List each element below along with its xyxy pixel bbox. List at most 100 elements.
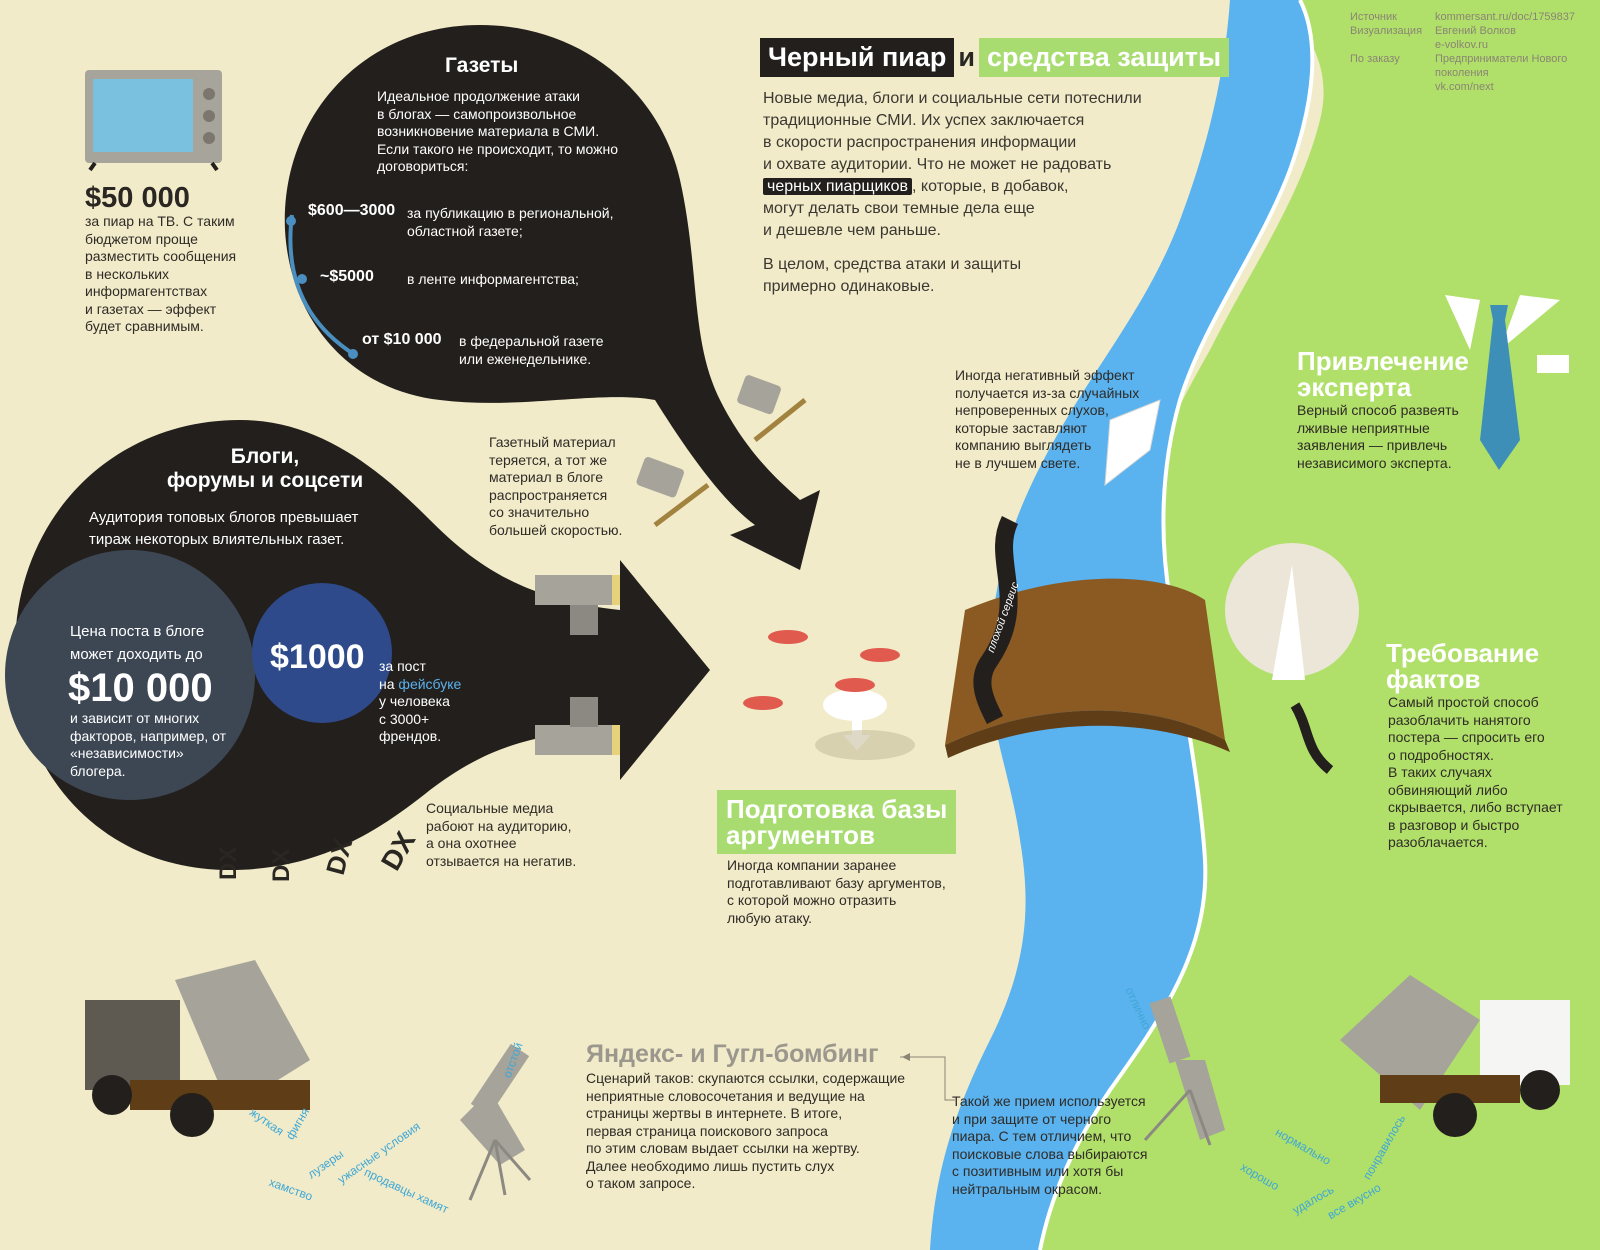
rumors-line: непроверенных слухов,	[955, 402, 1109, 418]
newspapers-title: Газеты	[445, 54, 519, 77]
fb-text-line: за пост	[379, 658, 426, 674]
outro-line: примерно одинаковые.	[763, 278, 935, 295]
bridge-illustration	[945, 515, 1230, 758]
credit-order-value3[interactable]: vk.com/next	[1435, 81, 1494, 93]
expert-line: заявления — привлечь	[1297, 437, 1448, 453]
defense-line: с позитивным или хотя бы	[952, 1163, 1124, 1179]
side-note-line: распространяется	[489, 486, 608, 503]
credit-source-value[interactable]: kommersant.ru/doc/1759837	[1435, 11, 1576, 23]
intro-line-highlight: черных пиарщиков, которые, в добавок,	[763, 176, 1142, 198]
side-note-line: большей скоростью.	[489, 521, 623, 538]
newspapers-price-3: от $10 000	[362, 331, 442, 348]
arguments-title-line: аргументов	[726, 820, 875, 850]
facts-title-line: фактов	[1386, 664, 1481, 694]
credit-order-value2: поколения	[1435, 67, 1489, 79]
newspapers-side-note: Газетный материал теряется, а тот же мат…	[489, 434, 622, 539]
face-icon: DX	[215, 846, 242, 880]
blogs-title-line: форумы и соцсети	[166, 469, 364, 492]
tv-icon	[85, 70, 222, 172]
expert-title: Привлечение эксперта	[1297, 348, 1469, 400]
defense-line: и при защите от черного	[952, 1110, 1112, 1127]
post-price: $10 000	[68, 666, 213, 710]
newspapers-desc-line: в ленте информагентства;	[407, 271, 579, 287]
social-note-line: отзывается на негатив.	[426, 852, 577, 869]
blogs-title-line: Блоги,	[230, 445, 300, 468]
credit-order-label: По заказу	[1350, 53, 1400, 65]
fb-text-line: френдов.	[379, 728, 442, 744]
bombing-line: неприятные словосочетания и ведущие на	[586, 1087, 865, 1104]
credits-labels: Источник Визуализация По заказу	[1350, 10, 1422, 66]
boat-icon	[1104, 399, 1161, 487]
bombing-line: по этим словам выдает ссылки на жертву.	[586, 1140, 860, 1156]
facts-text: Самый простой способ разоблачить нанятог…	[1388, 694, 1563, 852]
newspapers-text-line: в блогах — самопроизвольное	[377, 105, 577, 122]
bombing-line: первая страница поискового запроса	[586, 1122, 828, 1139]
newspapers-text-line: договориться:	[377, 158, 469, 174]
arguments-line: подготавливают базу аргументов,	[727, 874, 946, 891]
facts-line: Самый простой способ	[1388, 694, 1539, 710]
rumors-line: которые заставляют	[955, 419, 1088, 436]
side-note-line: теряется, а тот же	[489, 451, 608, 468]
tv-price: $50 000	[85, 182, 190, 214]
newspapers-text-line: возникновение материала в СМИ.	[377, 123, 600, 139]
facts-line: скрывается, либо вступает	[1388, 799, 1563, 815]
expert-line: Верный способ развеять	[1297, 402, 1459, 418]
mines	[743, 630, 915, 760]
facebook-link[interactable]: фейсбуке	[398, 675, 462, 692]
facts-line: В таких случаях	[1388, 764, 1492, 780]
arguments-line: Иногда компании заранее	[727, 857, 897, 873]
newspapers-text: Идеальное продолжение атаки в блогах — с…	[377, 88, 618, 176]
facts-line: о подробностях.	[1388, 746, 1494, 763]
social-note-line: а она охотнее	[426, 835, 517, 851]
face-icon: DX	[268, 848, 295, 882]
social-note-line: Социальные медиа	[426, 800, 554, 816]
newspapers-desc-line: областной газете;	[407, 222, 523, 239]
jet-engines	[535, 575, 620, 755]
intro-line: Новые медиа, блоги и социальные сети пот…	[763, 90, 1142, 107]
expert-title-line: Привлечение	[1297, 346, 1469, 376]
fb-text-line: с 3000+	[379, 710, 430, 727]
intro-highlight: черных пиарщиков	[763, 178, 912, 195]
bombing-defense-text: Такой же прием используется и при защите…	[952, 1093, 1147, 1198]
tv-text: за пиар на ТВ. С таким бюджетом проще ра…	[85, 213, 236, 336]
saw-illustration	[1225, 543, 1359, 774]
fb-price-circle	[252, 583, 392, 723]
page-title: Черный пиар и средства защиты	[760, 38, 1230, 77]
fb-text: за пост на фейсбуке у человека с 3000+ ф…	[379, 658, 461, 746]
newspapers-price-2: ~$5000	[320, 268, 374, 285]
credit-order-value1: Предприниматели Нового	[1435, 53, 1568, 65]
hammers	[636, 375, 807, 527]
defense-line: Такой же прием используется	[952, 1093, 1146, 1109]
blogs-text-line: тираж некоторых влиятельных газет.	[89, 531, 345, 548]
fb-text-line: на фейсбуке	[379, 676, 461, 694]
newspapers-desc-1: за публикацию в региональной, областной …	[407, 205, 613, 240]
fb-text-part: на	[379, 675, 399, 692]
credits-values: kommersant.ru/doc/1759837 Евгений Волков…	[1435, 10, 1575, 94]
fb-price: $1000	[270, 638, 365, 676]
post-price-intro: Цена поста в блоге может доходить до	[70, 620, 204, 666]
blogs-title: Блоги, форумы и соцсети	[145, 445, 385, 493]
facts-title: Требование фактов	[1386, 640, 1539, 692]
credit-viz-value2[interactable]: e-volkov.ru	[1435, 39, 1488, 51]
tv-text-line: за пиар на ТВ. С таким	[85, 213, 235, 229]
defense-line: пиара. С тем отличием, что	[952, 1128, 1132, 1144]
tv-text-line: и газетах — эффект	[85, 300, 217, 317]
tie-illustration	[1445, 295, 1569, 470]
side-note-line: материал в блоге	[489, 469, 604, 485]
expert-line: независимого эксперта.	[1297, 454, 1452, 471]
side-note-line: со значительно	[489, 504, 590, 520]
tv-text-line: будет сравнимым.	[85, 318, 204, 334]
defense-line: нейтральным окрасом.	[952, 1180, 1103, 1197]
newspapers-desc-3: в федеральной газете или еженедельнике.	[459, 333, 604, 368]
newspapers-desc-line: в федеральной газете	[459, 333, 604, 349]
title-and: и	[958, 42, 975, 72]
title-dark: Черный пиар	[760, 38, 955, 77]
post-price-intro-line: может доходить до	[70, 646, 203, 663]
rumors-text: Иногда негативный эффект получается из-з…	[955, 367, 1139, 472]
rumors-line: не в лучшем свете.	[955, 454, 1081, 471]
facts-line: в разговор и быстро	[1388, 816, 1520, 833]
title-green: средства защиты	[978, 38, 1230, 77]
post-price-text-line: и зависит от многих	[70, 710, 200, 726]
post-price-text-line: «независимости»	[70, 745, 184, 761]
